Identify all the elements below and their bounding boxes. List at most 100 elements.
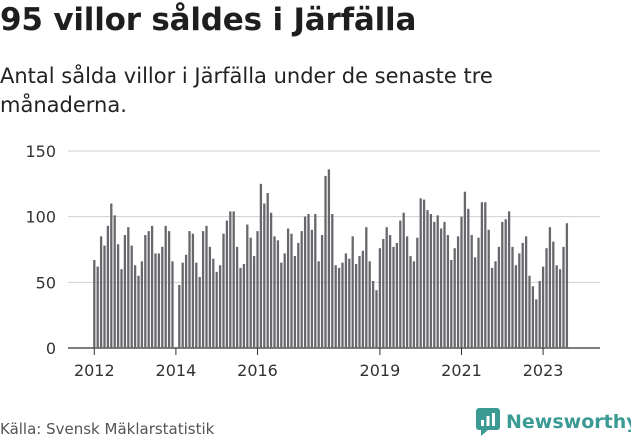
bar	[365, 227, 368, 348]
newsworthy-logo-icon	[476, 408, 500, 436]
bar	[198, 277, 201, 348]
bar	[123, 235, 127, 348]
bar	[456, 236, 460, 348]
bar	[222, 233, 225, 348]
y-tick-label: 150	[25, 142, 56, 161]
bar	[399, 220, 402, 348]
x-tick-label: 2016	[237, 361, 278, 380]
bar	[133, 265, 137, 348]
bar	[484, 202, 487, 348]
bar	[167, 231, 171, 348]
bar	[535, 299, 538, 348]
bar	[545, 248, 548, 348]
bar	[416, 237, 419, 348]
bar	[460, 216, 463, 348]
bar	[191, 233, 195, 348]
bar	[450, 260, 453, 348]
bar	[263, 203, 266, 348]
y-tick-label: 100	[25, 208, 56, 227]
bar	[507, 211, 511, 348]
bar	[504, 219, 507, 348]
bar	[252, 256, 256, 348]
data-label: 95	[570, 0, 590, 4]
bar	[246, 224, 249, 348]
bar	[419, 198, 422, 348]
bar	[443, 221, 446, 348]
bar	[555, 265, 558, 348]
bar	[283, 253, 286, 348]
bar	[446, 235, 450, 348]
bar	[212, 258, 215, 348]
bar	[402, 212, 405, 348]
bar	[433, 221, 436, 348]
bar	[218, 265, 222, 348]
bar	[341, 262, 344, 348]
bar	[205, 225, 208, 348]
bar	[297, 242, 300, 348]
bar	[382, 238, 385, 348]
brand-name: Newsworthy	[506, 411, 631, 433]
x-tick-label: 2012	[74, 361, 115, 380]
bar	[337, 267, 341, 348]
chart-title: 95 villor såldes i Järfälla	[0, 2, 417, 38]
bar	[453, 248, 456, 348]
bar	[412, 261, 416, 348]
y-tick-label: 50	[36, 273, 56, 292]
bar	[514, 265, 518, 348]
bar	[388, 235, 392, 348]
bar	[494, 261, 497, 348]
newsworthy-brand: Newsworthy	[476, 408, 631, 436]
bar	[99, 236, 103, 348]
bar	[518, 253, 521, 348]
bar	[259, 183, 263, 348]
y-tick-label: 0	[46, 339, 56, 358]
bar	[565, 223, 569, 348]
bar	[201, 231, 205, 348]
bar	[480, 202, 484, 348]
bar	[154, 253, 157, 348]
bar	[150, 225, 154, 348]
bar	[348, 258, 351, 348]
bar	[552, 241, 555, 348]
bar	[562, 246, 565, 348]
bar	[538, 281, 541, 348]
bar	[256, 231, 259, 348]
bar	[127, 227, 130, 348]
bar	[463, 191, 467, 348]
bar	[354, 263, 358, 348]
bar	[395, 242, 399, 348]
bar	[320, 235, 324, 348]
bar	[310, 229, 314, 348]
bar	[487, 229, 490, 348]
bar	[429, 214, 433, 348]
bar	[314, 214, 317, 348]
bar	[157, 253, 161, 348]
bar	[548, 227, 552, 348]
bar	[171, 261, 174, 348]
bar	[344, 253, 348, 348]
bar	[110, 203, 113, 348]
bar	[235, 246, 239, 348]
bar	[470, 235, 473, 348]
bar	[351, 236, 354, 348]
bar	[317, 261, 320, 348]
bar	[130, 245, 133, 348]
bar	[280, 262, 283, 348]
bar	[140, 261, 144, 348]
bar	[269, 212, 273, 348]
bar	[116, 244, 120, 348]
bar	[361, 250, 365, 348]
bar	[273, 236, 276, 348]
bar	[242, 263, 246, 348]
chart-subtitle: Antal sålda villor i Järfälla under de s…	[0, 64, 493, 117]
bar	[103, 245, 106, 348]
bar	[324, 175, 327, 348]
bar	[524, 236, 528, 348]
bar	[215, 271, 218, 348]
bar	[422, 199, 426, 348]
bar	[225, 220, 229, 348]
x-tick-label: 2021	[441, 361, 482, 380]
bar	[327, 169, 331, 348]
bar	[501, 221, 504, 348]
